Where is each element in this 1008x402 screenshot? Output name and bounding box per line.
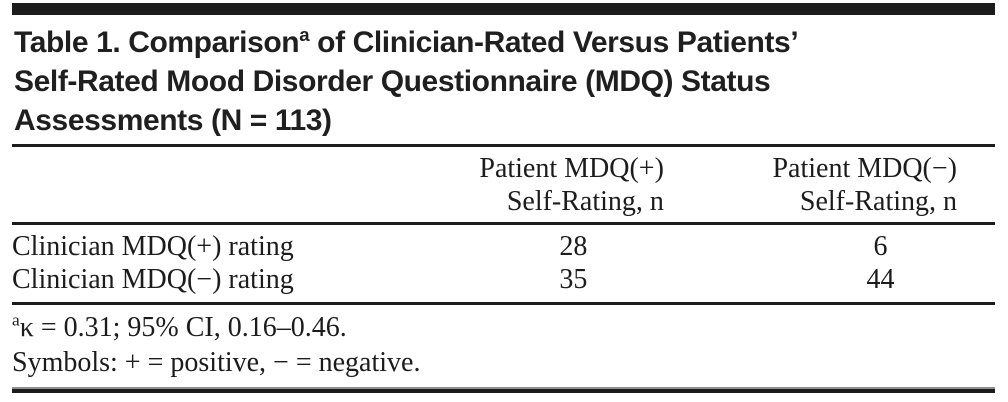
table-header: Patient MDQ(+) Self-Rating, n Patient MD… bbox=[12, 145, 995, 225]
row-label: Clinician MDQ(+) rating bbox=[12, 231, 294, 262]
header-line: Patient MDQ(+) bbox=[479, 153, 664, 184]
footnote-kappa: aκ = 0.31; 95% CI, 0.16–0.46. bbox=[12, 310, 995, 345]
table-footnotes: aκ = 0.31; 95% CI, 0.16–0.46. Symbols: +… bbox=[12, 310, 995, 380]
header-row: Patient MDQ(+) Self-Rating, n Patient MD… bbox=[12, 145, 995, 225]
footnote-symbols: Symbols: + = positive, − = negative. bbox=[12, 347, 421, 378]
cell-value: 28 bbox=[559, 231, 588, 262]
table-row: Clinician MDQ(+) rating 28 6 bbox=[12, 224, 995, 264]
table-title-text: of Clinician-Rated Versus Patients’ bbox=[309, 26, 799, 59]
header-line: Patient MDQ(−) bbox=[772, 153, 957, 184]
table-title: Table 1. Comparisona of Clinician-Rated … bbox=[14, 23, 995, 140]
footnote-marker-a: a bbox=[299, 24, 310, 45]
header-patient-mdq-negative: Patient MDQ(−) Self-Rating, n bbox=[709, 145, 995, 225]
header-patient-mdq-positive: Patient MDQ(+) Self-Rating, n bbox=[424, 145, 710, 225]
table-title-line-2: Self-Rated Mood Disorder Questionnaire (… bbox=[14, 65, 771, 98]
top-rule bbox=[12, 3, 995, 15]
header-empty-cell bbox=[12, 145, 425, 225]
bottom-rule bbox=[12, 387, 995, 393]
table-title-text: Table 1. Comparison bbox=[14, 26, 300, 59]
cell-value: 35 bbox=[424, 263, 710, 305]
table-title-line-3: Assessments (N = 113) bbox=[14, 104, 332, 137]
table-row: Clinician MDQ(−) rating 35 44 bbox=[12, 263, 995, 305]
header-line: Self-Rating, n bbox=[799, 186, 957, 217]
footnote-kappa-text: κ = 0.31; 95% CI, 0.16–0.46. bbox=[19, 312, 347, 343]
table-body: Clinician MDQ(+) rating 28 6 Clinician M… bbox=[12, 224, 995, 305]
cell-value: 6 bbox=[873, 231, 888, 262]
footnote-marker-a: a bbox=[12, 310, 20, 330]
comparison-table: Patient MDQ(+) Self-Rating, n Patient MD… bbox=[12, 144, 995, 305]
header-line: Self-Rating, n bbox=[506, 186, 664, 217]
cell-value: 44 bbox=[709, 263, 995, 305]
row-label: Clinician MDQ(−) rating bbox=[12, 263, 425, 305]
table-title-line-1: Table 1. Comparisona of Clinician-Rated … bbox=[14, 23, 995, 62]
